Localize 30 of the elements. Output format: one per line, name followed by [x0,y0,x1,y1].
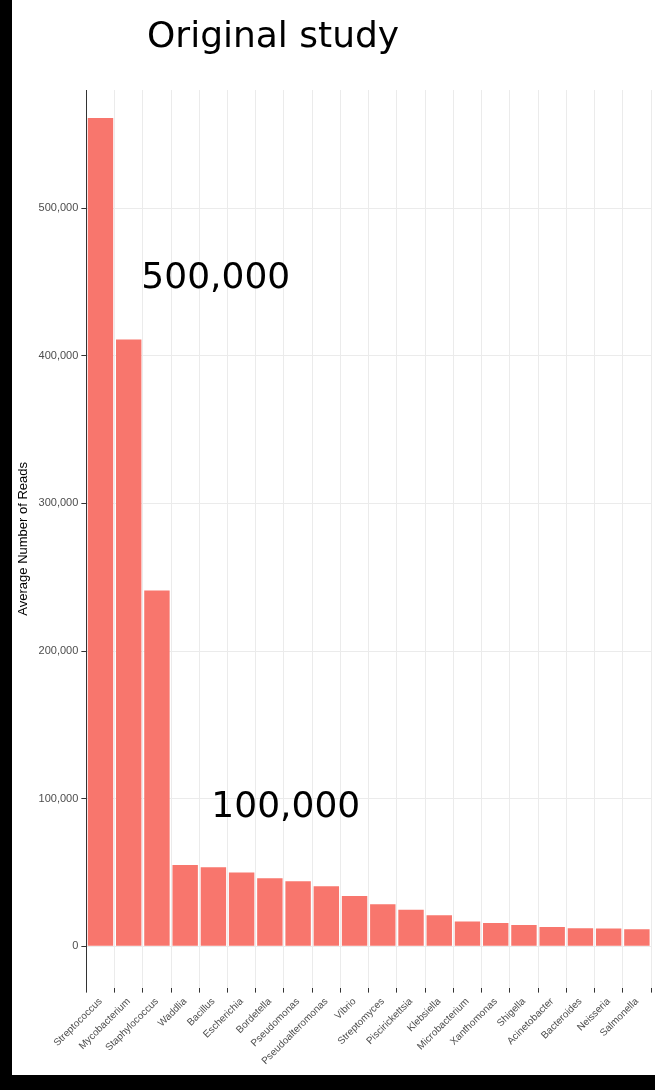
bar [285,881,311,946]
y-tick-label: 500,000 [38,201,79,214]
bar [116,339,142,946]
bar [257,878,283,946]
bar [624,929,650,946]
bar [595,928,622,946]
chart-title: Original study [147,14,400,55]
bar [200,867,227,946]
y-axis-title: Average Number of Reads [15,461,31,616]
bar [511,925,537,946]
bar [341,896,368,946]
annotation: 100,000 [211,784,361,826]
y-tick-label: 300,000 [38,496,79,509]
bar [567,928,594,946]
bar [426,915,452,946]
y-tick-label: 100,000 [38,791,79,804]
bar [172,865,198,946]
bar [313,886,340,946]
bar [398,909,424,946]
annotation: 500,000 [141,254,291,296]
bar [454,921,481,946]
y-tick-label: 200,000 [38,644,79,657]
bar [539,927,565,946]
bar [370,904,396,946]
bar [228,872,255,946]
bar [87,118,114,946]
bar [483,922,509,946]
y-tick-label: 400,000 [38,348,79,361]
y-tick-label: 0 [72,939,79,952]
bar [144,590,170,946]
